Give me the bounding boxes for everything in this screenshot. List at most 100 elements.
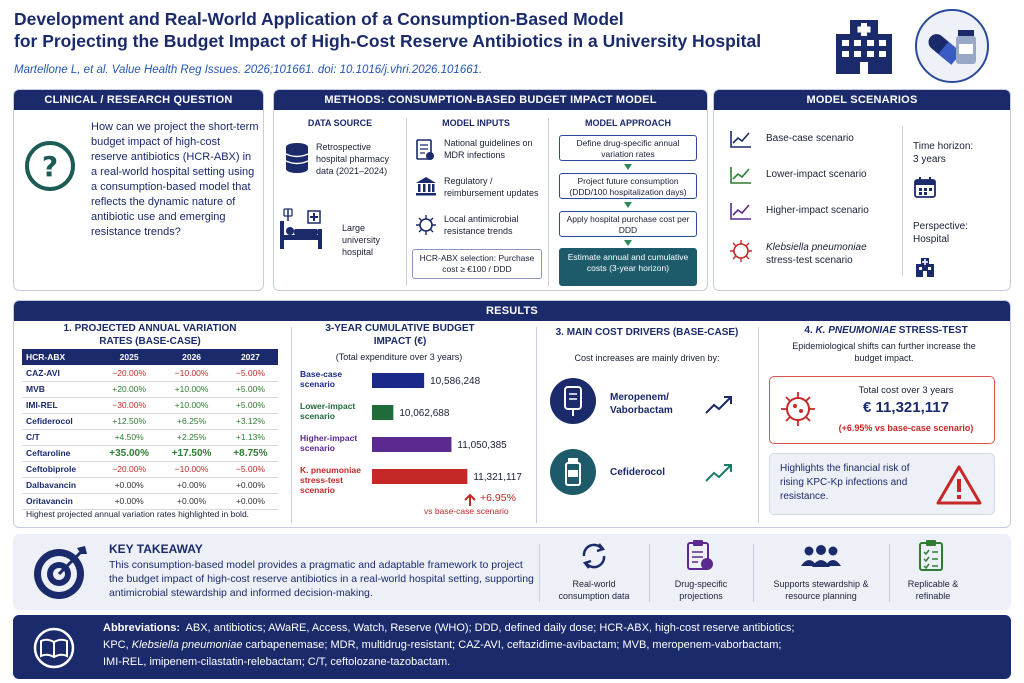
warning-icon (936, 465, 982, 505)
risk-box: Highlights the financial risk of rising … (769, 453, 995, 515)
scenarios-panel: MODEL SCENARIOS Base-case scenario Lower… (713, 89, 1011, 291)
stress-title-num: 4. (804, 325, 813, 336)
trending-up-icon (705, 464, 732, 482)
rate-cell: +0.00% (97, 493, 161, 510)
rate-cell: +4.50% (97, 429, 161, 446)
drug-name-cell: Ceftaroline (22, 445, 98, 462)
research-question-text: How can we project the short-term budget… (91, 121, 259, 238)
stress-total-box: Total cost over 3 years € 11,321,117 (+6… (769, 376, 995, 444)
stress-total-value: € 11,321,117 (863, 399, 949, 416)
rate-cell: +0.00% (160, 477, 223, 494)
budget-impact-chart: Base-case scenario 10,586,248 Lower-impact… (300, 369, 522, 495)
abbreviations-panel: Abbreviations: ABX, antibiotics; AWaRE, … (13, 615, 1011, 679)
driver-cefiderocol: Cefiderocol (610, 467, 666, 478)
drug-name-cell: Cefiderocol (22, 413, 98, 430)
bar-value-label: 11,050,385 (457, 440, 507, 451)
scenario-lower-impact: Lower-impact scenario (766, 169, 867, 180)
rate-cell: −20.00% (97, 461, 161, 478)
bacteria-icon (416, 215, 436, 235)
input-regulatory: Regulatory / reimbursement updates (444, 176, 539, 198)
approach-step-4: Estimate annual and cumulative costs (3-… (559, 248, 697, 286)
bar (372, 437, 452, 452)
perspective: Perspective: Hospital (913, 220, 968, 246)
rate-cell: −10.00% (160, 365, 223, 382)
rate-cell: +35.00% (97, 445, 161, 462)
hospital-bed-icon (280, 208, 322, 249)
cost-drivers-subtitle: Cost increases are mainly driven by: (574, 353, 720, 363)
key-takeaway-heading: KEY TAKEAWAY (109, 542, 203, 556)
table-header: 2027 (222, 349, 278, 365)
scenario-base-case: Base-case scenario (766, 133, 854, 144)
category-label: Higher-impact scenario (300, 433, 357, 453)
feature-stewardship: Supports stewardship & resource planning (773, 579, 869, 601)
up-arrow-icon (464, 493, 476, 506)
database-icon (285, 143, 309, 173)
methods-heading: METHODS: CONSUMPTION-BASED BUDGET IMPACT… (274, 90, 707, 110)
results-heading: RESULTS (14, 301, 1010, 321)
stress-delta-note: vs base-case scenario (424, 506, 509, 516)
rate-cell: −30.00% (97, 397, 161, 414)
time-horizon-label: Time horizon: (913, 141, 974, 152)
trending-up-icon (705, 396, 732, 414)
table-row: C/T +4.50% +2.25% +1.13% (22, 429, 278, 446)
drug-name-cell: C/T (22, 429, 98, 446)
rate-cell: −20.00% (97, 365, 161, 382)
approach-step-3: Apply hospital purchase cost per DDD (559, 211, 697, 237)
rate-cell: +0.00% (97, 477, 161, 494)
clipboard-chart-icon (687, 540, 713, 570)
checklist-icon (919, 540, 943, 571)
drug-name-cell: IMI-REL (22, 397, 98, 414)
calendar-icon (914, 177, 936, 198)
rate-cell: −10.00% (160, 461, 223, 478)
stress-title-species: K. PNEUMONIAE (815, 325, 896, 336)
table-row: CAZ-AVI −20.00% −10.00% −5.00% (22, 365, 278, 382)
title-line-2: for Projecting the Budget Impact of High… (14, 31, 762, 51)
virus-icon (730, 240, 752, 262)
rate-cell: +3.12% (222, 413, 278, 430)
input-resistance-trends: Local antimicrobial resistance trends (444, 214, 519, 236)
stress-total-label: Total cost over 3 years (858, 385, 954, 396)
drug-name-cell: MVB (22, 381, 98, 398)
variation-rates-title: 1. PROJECTED ANNUAL VARIATION RATES (BAS… (63, 323, 237, 347)
table-row: Ceftobiprole −20.00% −10.00% −5.00% (22, 461, 278, 478)
feature-real-world: Real-world consumption data (558, 579, 630, 601)
feature-replicable: Replicable & refinable (907, 579, 959, 601)
model-approach-title: MODEL APPROACH (584, 118, 671, 128)
table-header: 2025 (97, 349, 161, 365)
cumulative-impact-subtitle: (Total expenditure over 3 years) (335, 352, 463, 362)
hcr-abx-selection-box: HCR-ABX selection: Purchase cost ≥ €100 … (412, 249, 542, 279)
drug-name-cell: Ceftobiprole (22, 461, 98, 478)
table-row: IMI-REL −30.00% +10.00% +5.00% (22, 397, 278, 414)
rate-cell: +5.00% (222, 381, 278, 398)
rate-cell: +6.25% (160, 413, 223, 430)
table-row: Oritavancin +0.00% +0.00% +0.00% (22, 493, 278, 510)
rate-cell: +17.50% (160, 445, 223, 462)
drug-name-cell: Oritavancin (22, 493, 98, 510)
guideline-document-icon (416, 139, 434, 160)
rate-cell: +12.50% (97, 413, 161, 430)
clinical-question-panel: CLINICAL / RESEARCH QUESTION ? How can w… (13, 89, 264, 291)
abbreviations-text: Abbreviations: ABX, antibiotics; AWaRE, … (103, 620, 1003, 671)
methods-panel: METHODS: CONSUMPTION-BASED BUDGET IMPACT… (273, 89, 708, 291)
data-source-item-pharmacy: Retrospective hospital pharmacy data (20… (316, 142, 390, 176)
stress-test-label: stress-test scenario (766, 255, 853, 266)
table-row: Dalbavancin +0.00% +0.00% +0.00% (22, 477, 278, 494)
key-takeaway-panel: KEY TAKEAWAY This consumption-based mode… (13, 534, 1011, 610)
cumulative-impact-title: 3-YEAR CUMULATIVE BUDGET IMPACT (€) (325, 323, 475, 347)
bar (372, 405, 394, 420)
vial-icon (550, 449, 596, 495)
approach-step-1: Define drug-specific annual variation ra… (559, 135, 697, 161)
category-label: K. pneumoniae stress-test scenario (300, 465, 361, 495)
government-building-icon (416, 177, 436, 196)
drug-name-cell: Dalbavancin (22, 477, 98, 494)
risk-text: Highlights the financial risk of rising … (780, 463, 910, 502)
table-row: Cefiderocol +12.50% +6.25% +3.12% (22, 413, 278, 430)
scenarios-heading: MODEL SCENARIOS (714, 90, 1010, 110)
table-header: HCR-ABX (22, 349, 98, 365)
stress-title-label: STRESS-TEST (898, 325, 968, 336)
clinical-question-heading: CLINICAL / RESEARCH QUESTION (14, 90, 263, 110)
stress-test-title: 4. K. PNEUMONIAE STRESS-TEST (766, 325, 1006, 336)
data-source-title: DATA SOURCE (307, 118, 373, 128)
input-guidelines: National guidelines on MDR infections (444, 138, 533, 160)
drug-name-cell: CAZ-AVI (22, 365, 98, 382)
